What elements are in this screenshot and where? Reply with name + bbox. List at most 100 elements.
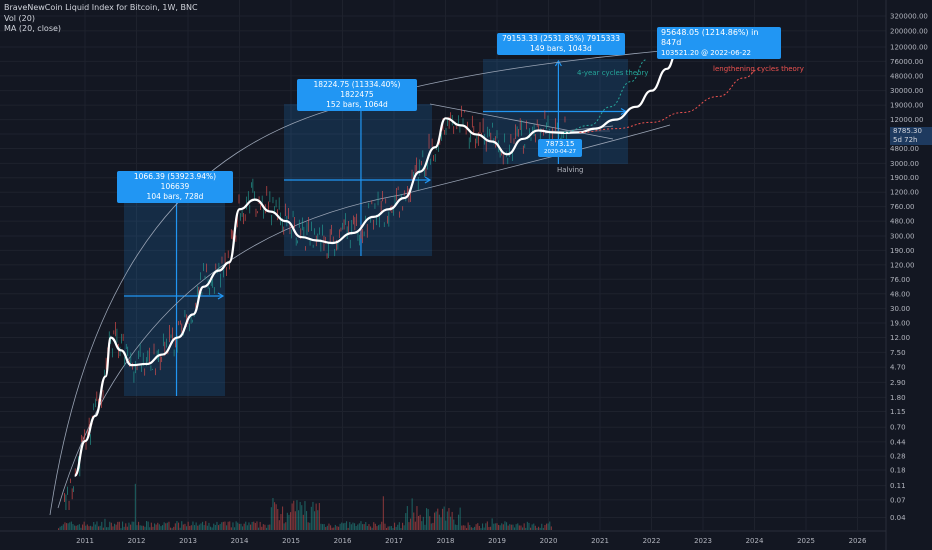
legend-ma[interactable]: MA (20, close): [4, 24, 62, 33]
volume-bar: [338, 526, 340, 530]
volume-bar: [536, 527, 538, 530]
volume-bar: [546, 523, 548, 530]
volume-bar: [326, 525, 328, 530]
volume-bar: [307, 522, 309, 530]
volume-bar: [211, 527, 213, 530]
y-tick-label: 12.00: [890, 334, 910, 342]
volume-bar: [250, 524, 252, 530]
volume-bar: [277, 509, 279, 530]
volume-bar: [131, 521, 133, 530]
volume-bar: [485, 523, 487, 530]
volume-bar: [267, 524, 269, 530]
volume-bar: [373, 522, 375, 530]
volume-bar: [269, 524, 271, 530]
volume-bar: [110, 522, 112, 530]
volume-bar: [210, 526, 212, 530]
x-tick-label: 2017: [385, 537, 403, 545]
ma-price-tag: 5d 72h: [890, 136, 932, 145]
volume-bar: [304, 501, 306, 530]
volume-bar: [190, 525, 192, 530]
target-line2: 103521.20 @ 2022-06-22: [661, 49, 751, 57]
volume-bar: [99, 525, 101, 530]
volume-bar: [163, 522, 165, 530]
volume-bar: [170, 527, 172, 530]
volume-bar: [366, 525, 368, 530]
volume-bar: [290, 512, 292, 530]
volume-bar: [435, 511, 437, 530]
volume-bar: [459, 507, 461, 530]
volume-bar: [101, 521, 103, 530]
volume-bar: [370, 526, 372, 530]
legend-vol[interactable]: Vol (20): [4, 13, 35, 23]
volume-bar: [142, 525, 144, 530]
y-tick-label: 480.00: [890, 218, 915, 226]
volume-bar: [358, 523, 360, 530]
volume-bar: [253, 521, 255, 530]
volume-bar: [213, 523, 215, 530]
volume-bar: [117, 521, 119, 530]
volume-bar: [349, 522, 351, 530]
volume-bar: [102, 527, 104, 530]
volume-bar: [413, 512, 415, 530]
volume-bar: [438, 514, 440, 530]
volume-bar: [128, 522, 130, 530]
volume-bar: [322, 524, 324, 530]
volume-bar: [344, 522, 346, 530]
y-tick-label: 48.00: [890, 290, 910, 298]
volume-bar: [331, 527, 333, 530]
volume-bar: [221, 522, 223, 530]
volume-bar: [461, 525, 463, 530]
volume-bar: [346, 521, 348, 530]
volume-bar: [389, 526, 391, 530]
volume-bar: [395, 526, 397, 530]
y-tick-label: 76.00: [890, 276, 910, 284]
volume-bar: [477, 523, 479, 530]
volume-bar: [160, 526, 162, 530]
volume-bar: [235, 521, 237, 530]
cycle-arrowhead-v: [554, 59, 562, 67]
volume-bar: [69, 522, 71, 530]
volume-bar: [74, 525, 76, 530]
volume-bar: [466, 528, 468, 530]
volume-bar: [470, 527, 472, 530]
volume-bar: [538, 526, 540, 530]
volume-bar: [200, 523, 202, 530]
volume-bar: [118, 521, 120, 530]
volume-bar: [320, 523, 322, 530]
volume-bar: [426, 508, 428, 530]
volume-bar: [464, 525, 466, 530]
volume-bar: [381, 521, 383, 530]
target-label: 95648.05 (1214.86%) in 847d 103521.20 @ …: [657, 27, 781, 59]
volume-bar: [306, 511, 308, 530]
y-tick-label: 0.70: [890, 424, 906, 432]
volume-bar: [144, 526, 146, 530]
x-tick-label: 2019: [488, 537, 506, 545]
volume-bar: [509, 524, 511, 530]
y-tick-label: 1900.00: [890, 174, 919, 182]
y-tick-label: 19000.00: [890, 102, 923, 110]
volume-bar: [403, 525, 405, 530]
volume-bar: [91, 526, 93, 530]
volume-bar: [258, 527, 260, 530]
volume-bar: [442, 508, 444, 530]
y-tick-label: 1200.00: [890, 189, 919, 197]
volume-bar: [312, 501, 314, 530]
volume-bar: [352, 522, 354, 530]
volume-bar: [350, 524, 352, 530]
volume-bar: [62, 524, 64, 530]
legend-title[interactable]: BraveNewCoin Liquid Index for Bitcoin, 1…: [4, 3, 198, 12]
volume-bar: [149, 527, 151, 530]
volume-bar: [237, 522, 239, 530]
volume-bar: [246, 525, 248, 530]
volume-bar: [362, 524, 364, 530]
volume-bar: [202, 521, 204, 530]
volume-bar: [494, 523, 496, 530]
x-tick-label: 2013: [179, 537, 197, 545]
volume-bar: [384, 523, 386, 530]
volume-bar: [78, 524, 80, 530]
volume-bar: [106, 527, 108, 530]
volume-bar: [88, 526, 90, 530]
volume-bar: [341, 522, 343, 530]
volume-bar: [90, 525, 92, 530]
